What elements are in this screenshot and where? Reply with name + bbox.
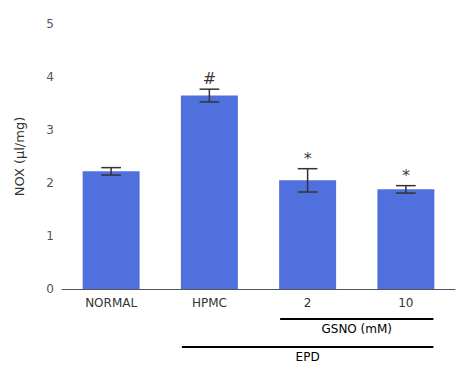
svg-text:5: 5 [46, 17, 54, 31]
svg-text:*: * [304, 149, 312, 168]
svg-text:4: 4 [46, 70, 54, 84]
svg-text:NORMAL: NORMAL [85, 296, 137, 310]
svg-text:NOX (μl/mg): NOX (μl/mg) [12, 117, 27, 197]
svg-text:*: * [402, 166, 410, 185]
svg-text:2: 2 [304, 296, 312, 310]
svg-text:0: 0 [46, 282, 54, 296]
svg-text:1: 1 [46, 229, 54, 243]
svg-text:HPMC: HPMC [192, 296, 227, 310]
svg-text:2: 2 [46, 176, 54, 190]
svg-text:3: 3 [46, 123, 54, 137]
svg-text:GSNO (mM): GSNO (mM) [321, 322, 392, 336]
svg-text:EPD: EPD [296, 350, 320, 364]
svg-text:#: # [203, 69, 216, 88]
svg-text:10: 10 [398, 296, 413, 310]
